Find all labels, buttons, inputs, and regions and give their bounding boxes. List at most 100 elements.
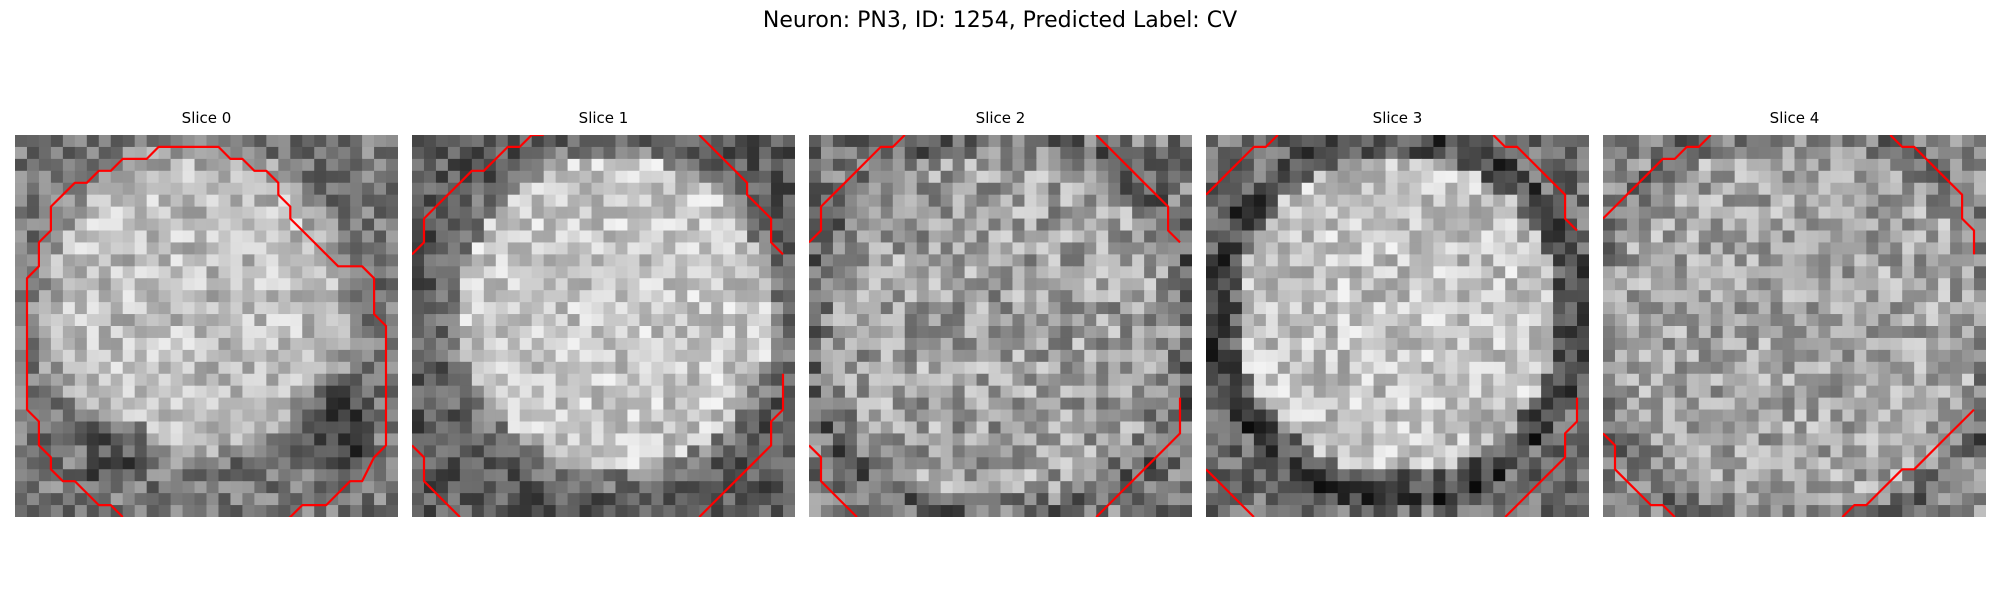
pixel-cell: [567, 146, 581, 160]
pixel-cell: [1529, 433, 1542, 446]
pixel-cell: [1277, 421, 1291, 435]
pixel-cell: [1120, 135, 1133, 148]
pixel-cell: [892, 206, 906, 220]
pixel-cell: [531, 135, 545, 148]
pixel-cell: [699, 242, 712, 255]
pixel-cell: [1229, 266, 1243, 279]
pixel-cell: [783, 242, 795, 255]
pixel-cell: [735, 182, 748, 196]
pixel-cell: [230, 469, 244, 482]
pixel-cell: [362, 278, 375, 291]
pixel-cell: [1493, 361, 1506, 375]
pixel-cell: [338, 361, 351, 375]
pixel-cell: [1156, 254, 1169, 267]
pixel-cell: [964, 278, 978, 291]
pixel-cell: [1217, 158, 1231, 172]
pixel-cell: [1036, 146, 1049, 160]
pixel-cell: [904, 206, 918, 220]
pixel-cell: [1229, 254, 1243, 267]
pixel-cell: [1686, 278, 1700, 291]
pixel-cell: [134, 158, 148, 172]
pixel-cell: [1024, 254, 1038, 267]
pixel-cell: [603, 326, 617, 339]
pixel-cell: [495, 254, 509, 267]
pixel-cell: [495, 314, 509, 327]
pixel-cell: [1313, 385, 1327, 399]
pixel-cell: [50, 326, 64, 339]
pixel-cell: [1457, 302, 1470, 315]
pixel-cell: [1662, 182, 1676, 196]
pixel-cell: [1036, 230, 1049, 244]
pixel-cell: [1024, 170, 1038, 184]
pixel-cell: [675, 421, 688, 435]
pixel-cell: [1626, 278, 1640, 291]
pixel-cell: [880, 278, 894, 291]
pixel-cell: [1108, 505, 1121, 517]
pixel-cell: [254, 433, 267, 446]
pixel-cell: [110, 469, 124, 482]
pixel-cell: [1481, 266, 1494, 279]
pixel-cell: [1421, 230, 1435, 244]
pixel-cell: [1603, 373, 1616, 387]
pixel-cell: [1469, 146, 1482, 160]
pixel-cell: [1505, 409, 1518, 423]
pixel-cell: [1517, 290, 1530, 303]
pixel-cell: [964, 314, 978, 327]
pixel-cell: [290, 290, 303, 303]
pixel-cell: [531, 170, 545, 184]
pixel-cell: [314, 337, 327, 351]
pixel-cell: [1253, 326, 1267, 339]
pixel-cell: [447, 457, 461, 470]
pixel-cell: [338, 182, 351, 196]
pixel-cell: [519, 385, 533, 399]
pixel-cell: [1553, 397, 1566, 411]
pixel-cell: [1614, 457, 1628, 470]
pixel-cell: [759, 266, 772, 279]
pixel-cell: [1926, 170, 1939, 184]
pixel-cell: [1277, 254, 1291, 267]
pixel-cell: [1746, 170, 1760, 184]
pixel-cell: [1048, 505, 1061, 517]
pixel-cell: [1529, 242, 1542, 255]
pixel-cell: [1253, 361, 1267, 375]
pixel-cell: [820, 230, 834, 244]
pixel-cell: [1265, 302, 1279, 315]
pixel-cell: [218, 445, 232, 458]
pixel-cell: [266, 409, 279, 423]
pixel-cell: [374, 326, 387, 339]
pixel-cell: [1926, 194, 1939, 208]
pixel-cell: [218, 457, 232, 470]
pixel-cell: [1241, 206, 1255, 220]
pixel-cell: [809, 409, 822, 423]
pixel-cell: [1686, 373, 1700, 387]
pixel-cell: [856, 206, 870, 220]
pixel-cell: [1349, 135, 1363, 148]
pixel-cell: [1445, 302, 1458, 315]
pixel-cell: [711, 481, 724, 494]
pixel-cell: [1938, 242, 1951, 255]
pixel-cell: [1024, 445, 1038, 458]
pixel-cell: [1902, 421, 1915, 435]
pixel-cell: [1950, 290, 1963, 303]
pixel-cell: [483, 170, 497, 184]
pixel-cell: [964, 397, 978, 411]
pixel-cell: [459, 505, 473, 517]
pixel-cell: [1313, 445, 1327, 458]
pixel-cell: [1217, 349, 1231, 363]
pixel-cell: [1361, 266, 1375, 279]
pixel-cell: [242, 135, 255, 148]
pixel-cell: [1180, 457, 1192, 470]
pixel-cell: [904, 302, 918, 315]
pixel-cell: [1854, 290, 1867, 303]
pixel-cell: [1301, 290, 1315, 303]
pixel-cell: [1806, 349, 1820, 363]
pixel-cell: [1397, 146, 1411, 160]
pixel-cell: [1938, 194, 1951, 208]
pixel-cell: [1962, 421, 1975, 435]
pixel-cell: [1686, 254, 1700, 267]
pixel-cell: [242, 146, 255, 160]
pixel-cell: [735, 373, 748, 387]
pixel-cell: [134, 397, 148, 411]
pixel-cell: [350, 361, 363, 375]
pixel-cell: [495, 397, 509, 411]
